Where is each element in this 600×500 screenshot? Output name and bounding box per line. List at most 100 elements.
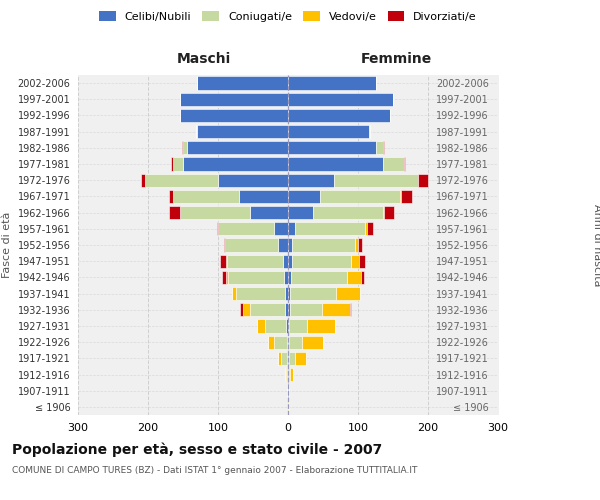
Bar — [289, 320, 307, 332]
Bar — [368, 125, 370, 138]
Bar — [290, 303, 322, 316]
Bar — [228, 270, 284, 284]
Bar — [287, 384, 288, 398]
Bar — [355, 238, 358, 252]
Bar — [141, 174, 145, 187]
Bar — [287, 336, 288, 349]
Bar — [250, 206, 288, 220]
Bar — [383, 158, 404, 170]
Bar — [400, 190, 401, 203]
Bar — [383, 141, 384, 154]
Bar — [274, 222, 288, 235]
Bar — [307, 320, 335, 332]
Bar — [358, 238, 361, 252]
Bar — [179, 92, 288, 106]
Bar — [291, 270, 347, 284]
Y-axis label: Fasce di età: Fasce di età — [2, 212, 12, 278]
Bar — [218, 222, 274, 235]
Bar — [404, 158, 405, 170]
Bar — [288, 174, 334, 187]
Text: Femmine: Femmine — [361, 52, 431, 66]
Bar — [290, 287, 335, 300]
Bar — [288, 125, 368, 138]
Bar — [183, 141, 187, 154]
Bar — [288, 320, 289, 332]
Bar — [220, 254, 226, 268]
Bar — [288, 303, 290, 316]
Bar — [227, 254, 283, 268]
Bar — [288, 190, 320, 203]
Bar — [320, 190, 400, 203]
Bar — [196, 125, 197, 138]
Bar — [384, 206, 394, 220]
Bar — [217, 222, 218, 235]
Bar — [287, 352, 288, 365]
Bar — [288, 238, 292, 252]
Bar — [418, 174, 428, 187]
Bar — [288, 336, 289, 349]
Bar — [295, 352, 305, 365]
Bar — [289, 368, 290, 381]
Bar — [359, 254, 365, 268]
Bar — [235, 287, 284, 300]
Bar — [179, 206, 250, 220]
Bar — [288, 206, 313, 220]
Bar — [288, 352, 289, 365]
Bar — [284, 287, 288, 300]
Bar — [288, 92, 393, 106]
Bar — [289, 336, 302, 349]
Bar — [226, 254, 227, 268]
Bar — [288, 222, 295, 235]
Bar — [286, 320, 288, 332]
Bar — [361, 270, 364, 284]
Bar — [225, 238, 277, 252]
Bar — [187, 141, 288, 154]
Bar — [268, 336, 274, 349]
Bar — [292, 254, 351, 268]
Bar — [383, 206, 384, 220]
Bar — [171, 158, 173, 170]
Bar — [288, 270, 291, 284]
Bar — [284, 368, 286, 381]
Bar — [169, 206, 179, 220]
Bar — [250, 303, 284, 316]
Bar — [284, 270, 288, 284]
Bar — [288, 254, 292, 268]
Bar — [277, 238, 288, 252]
Text: Popolazione per età, sesso e stato civile - 2007: Popolazione per età, sesso e stato civil… — [12, 442, 382, 457]
Bar — [288, 287, 290, 300]
Bar — [283, 254, 288, 268]
Bar — [292, 238, 355, 252]
Bar — [169, 190, 173, 203]
Text: COMUNE DI CAMPO TURES (BZ) - Dati ISTAT 1° gennaio 2007 - Elaborazione TUTTITALI: COMUNE DI CAMPO TURES (BZ) - Dati ISTAT … — [12, 466, 418, 475]
Bar — [218, 174, 288, 187]
Bar — [257, 320, 265, 332]
Bar — [288, 109, 389, 122]
Bar — [173, 190, 239, 203]
Bar — [290, 368, 293, 381]
Bar — [288, 76, 376, 90]
Bar — [145, 174, 218, 187]
Bar — [179, 109, 288, 122]
Bar — [401, 190, 412, 203]
Bar — [376, 141, 383, 154]
Bar — [239, 190, 288, 203]
Bar — [288, 384, 289, 398]
Bar — [183, 158, 288, 170]
Bar — [334, 174, 418, 187]
Bar — [347, 270, 361, 284]
Bar — [313, 206, 383, 220]
Bar — [286, 368, 287, 381]
Bar — [288, 158, 383, 170]
Bar — [367, 222, 373, 235]
Bar — [289, 352, 295, 365]
Bar — [288, 368, 289, 381]
Bar — [277, 352, 281, 365]
Bar — [288, 141, 376, 154]
Bar — [287, 368, 288, 381]
Legend: Celibi/Nubili, Coniugati/e, Vedovi/e, Divorziati/e: Celibi/Nubili, Coniugati/e, Vedovi/e, Di… — [96, 8, 480, 25]
Bar — [335, 287, 360, 300]
Bar — [197, 76, 288, 90]
Text: Anni di nascita: Anni di nascita — [592, 204, 600, 286]
Bar — [322, 303, 350, 316]
